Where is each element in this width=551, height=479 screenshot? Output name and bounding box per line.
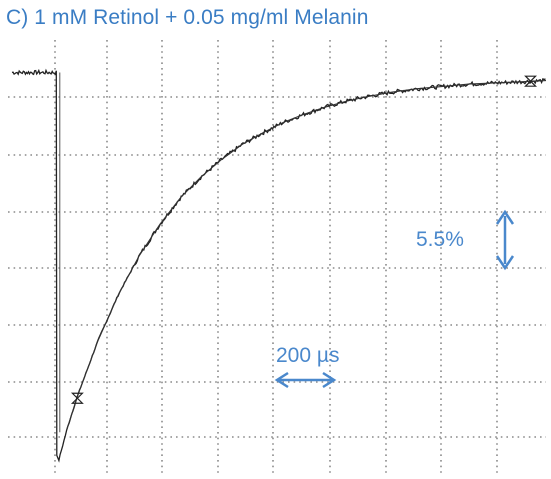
- fit-curve: [66, 80, 547, 429]
- trace-layer: [11, 68, 546, 463]
- time-arrow-head-right: [322, 371, 337, 389]
- time-scale-label: 200 µs: [276, 344, 340, 367]
- plot-grid: [8, 40, 546, 474]
- amplitude-arrow-head-up: [495, 209, 515, 225]
- annotation-arrows: [274, 209, 515, 389]
- amplitude-scale-label: 5.5%: [416, 228, 464, 251]
- fit-start-marker: [70, 392, 84, 404]
- signal-trace: [11, 68, 546, 463]
- fit-layer: [66, 75, 547, 429]
- fit-end-marker: [524, 75, 538, 87]
- chart-title: C) 1 mM Retinol + 0.05 mg/ml Melanin: [6, 6, 369, 29]
- amplitude-arrow-head-down: [495, 255, 515, 271]
- time-arrow-head-left: [274, 371, 289, 389]
